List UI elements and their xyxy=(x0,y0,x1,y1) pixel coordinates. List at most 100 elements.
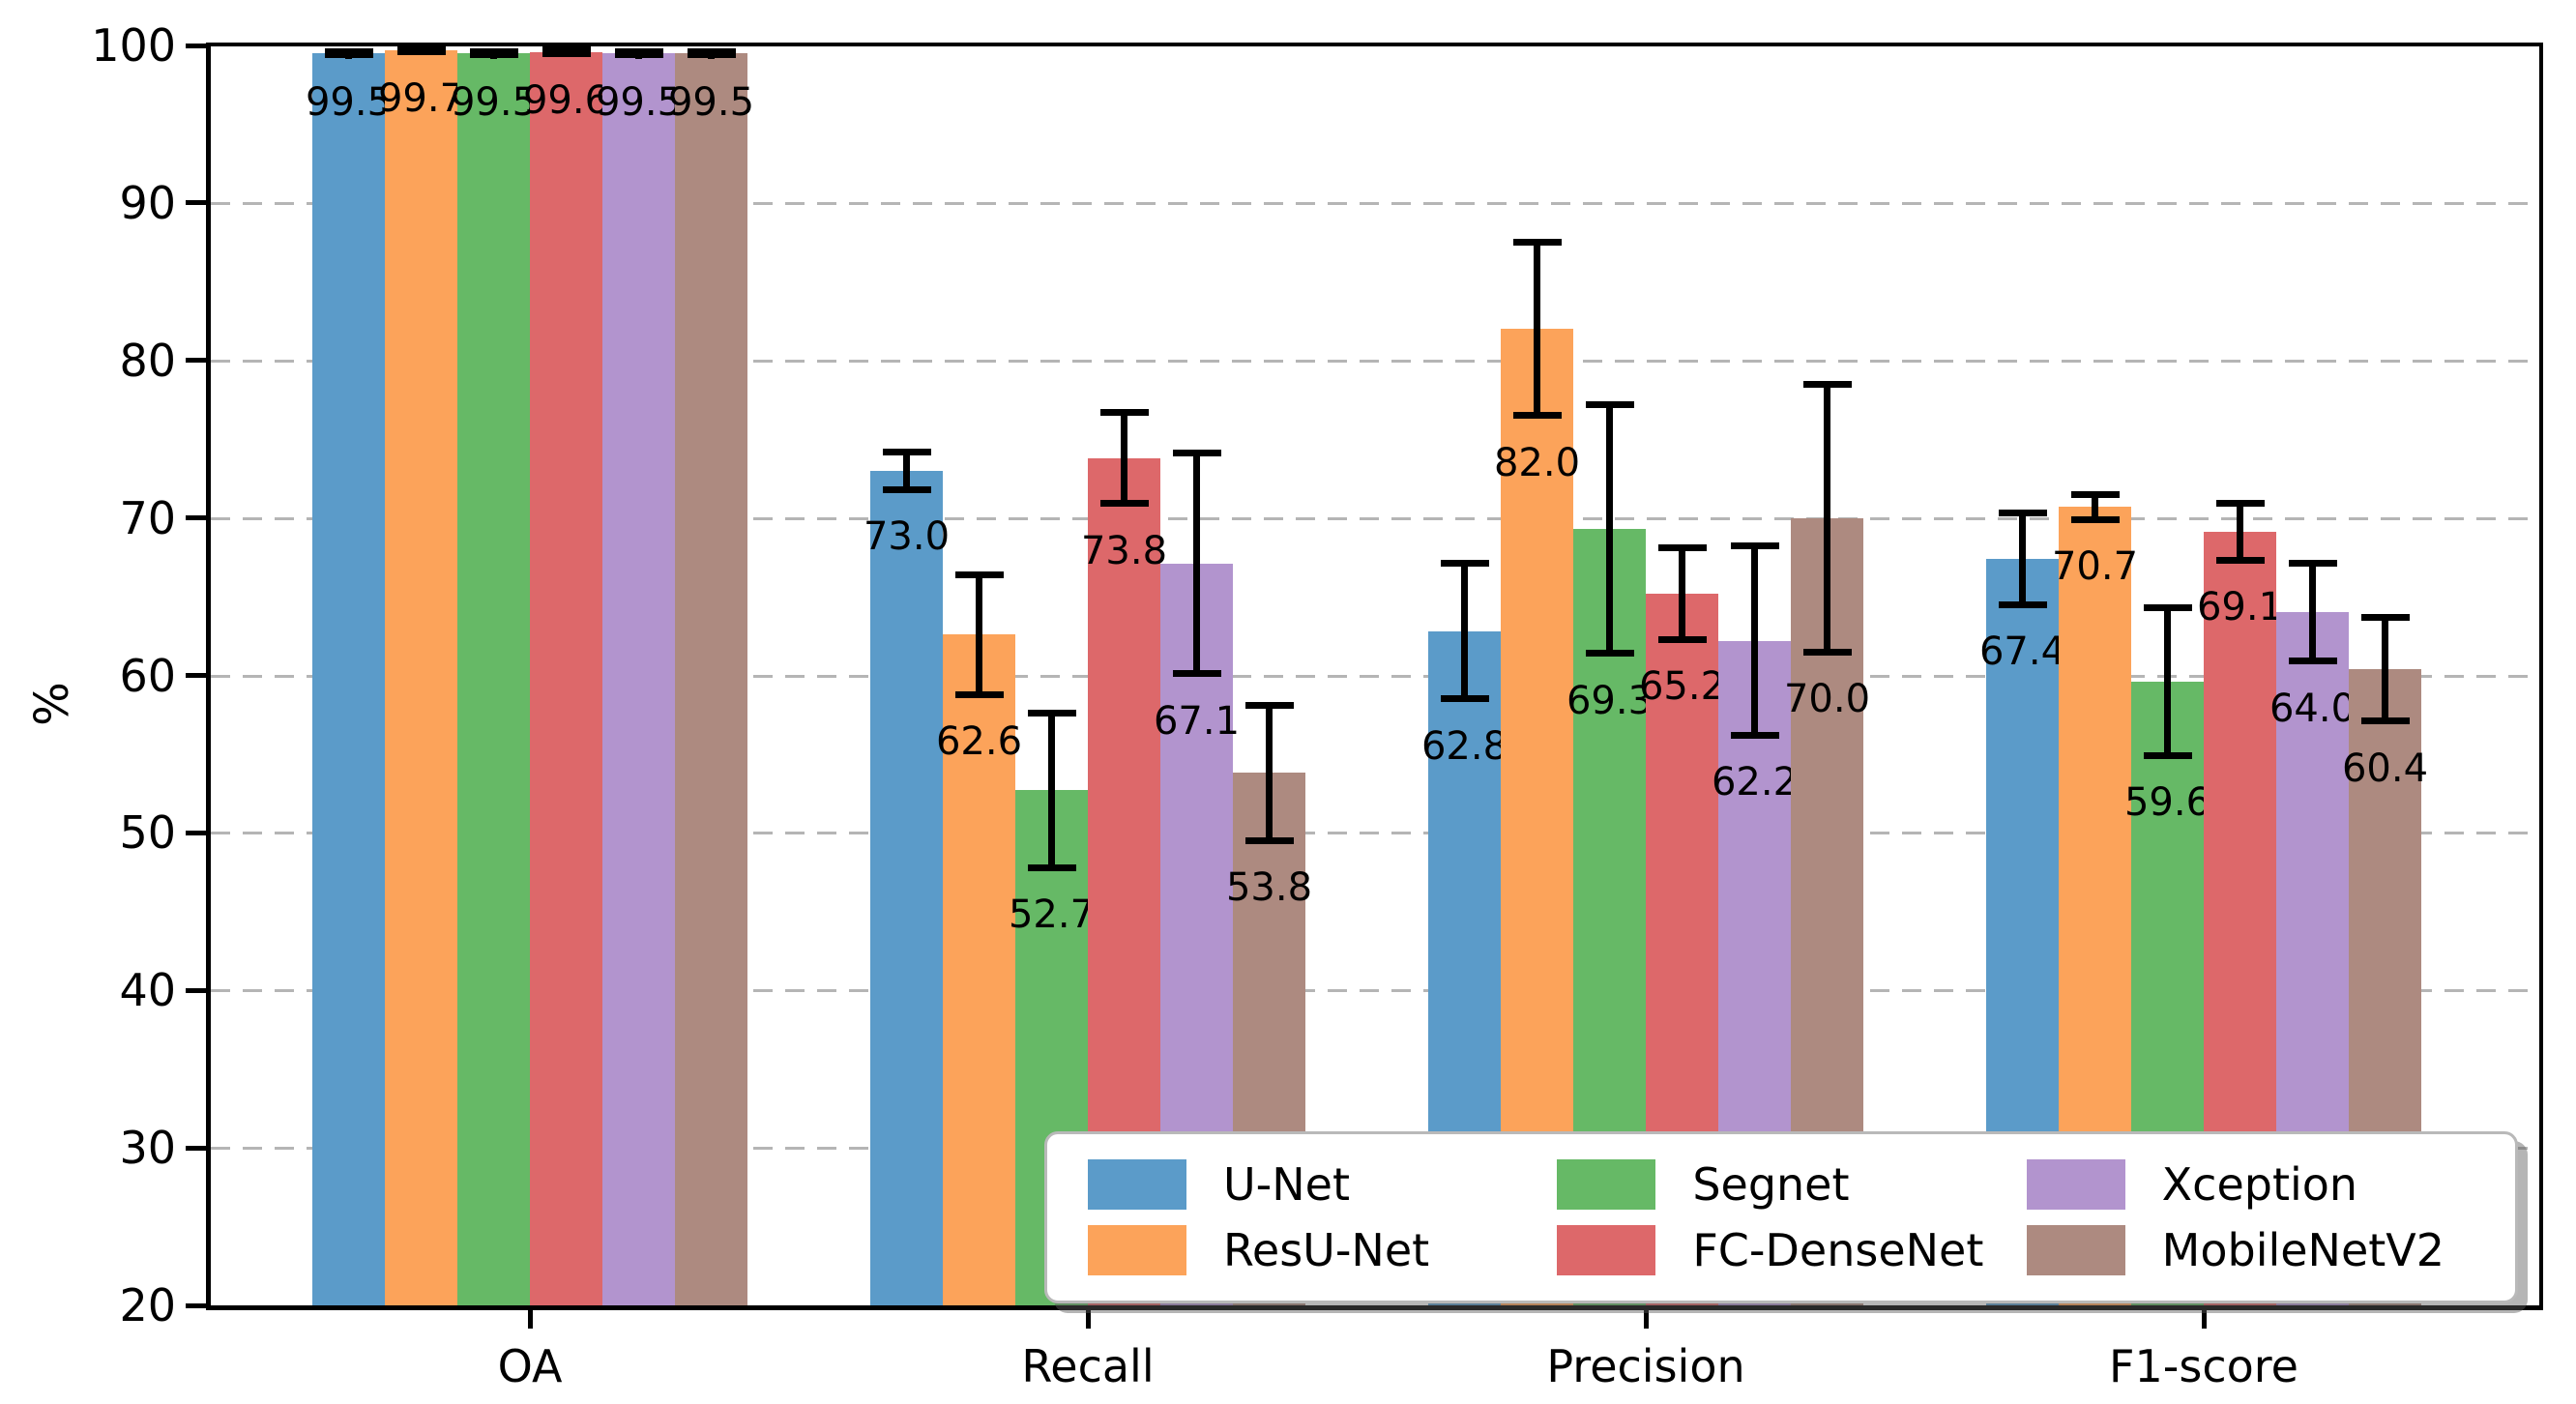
bar-value-label: 70.7 xyxy=(2051,544,2139,590)
y-tick-mark xyxy=(186,515,207,521)
error-bar-stem xyxy=(1679,547,1685,640)
error-bar-stem xyxy=(2092,494,2098,520)
error-bar-stem xyxy=(1461,563,1468,699)
gridline xyxy=(211,359,2539,363)
error-bar-cap-top xyxy=(1802,380,1852,388)
legend-item: ResU-Net xyxy=(1088,1225,1557,1275)
error-bar-cap-bottom xyxy=(1027,863,1076,871)
error-bar-cap-top xyxy=(1172,450,1221,457)
x-tick-mark xyxy=(1643,1310,1649,1329)
bar xyxy=(385,49,457,1305)
error-bar-stem xyxy=(1824,384,1830,653)
y-tick-mark xyxy=(186,358,207,364)
error-bar-cap-bottom xyxy=(469,51,518,59)
error-bar-cap-bottom xyxy=(2143,752,2192,760)
error-bar-cap-bottom xyxy=(2288,658,2337,665)
error-bar-cap-bottom xyxy=(1244,837,1294,845)
legend-swatch xyxy=(2026,1225,2125,1275)
error-bar-cap-top xyxy=(1027,710,1076,717)
bar xyxy=(602,53,675,1305)
error-bar-cap-bottom xyxy=(1512,412,1562,420)
legend-label: Segnet xyxy=(1692,1158,1850,1211)
bar-value-label: 73.0 xyxy=(863,514,951,560)
legend-swatch xyxy=(1557,1225,1656,1275)
y-tick-mark xyxy=(186,987,207,993)
bar-value-label: 99.5 xyxy=(450,79,538,125)
legend-item: FC-DenseNet xyxy=(1557,1225,2026,1275)
bar-value-label: 99.5 xyxy=(595,79,683,125)
x-tick-label: OA xyxy=(497,1340,563,1392)
y-tick-label: 20 xyxy=(119,1279,176,1331)
error-bar-stem xyxy=(2164,607,2171,756)
legend-item: MobileNetV2 xyxy=(2026,1225,2496,1275)
gridline xyxy=(211,201,2539,205)
plot-area: 99.5 73.0 62.8 67.4 99.7 62.6 82.0 70.7 99.5 52.7… xyxy=(211,44,2539,1305)
legend-label: FC-DenseNet xyxy=(1692,1224,1984,1276)
error-bar-cap-top xyxy=(1512,239,1562,247)
bar-value-label: 67.1 xyxy=(1153,698,1241,744)
x-tick-mark xyxy=(1085,1310,1091,1329)
y-tick-label: 40 xyxy=(119,964,176,1017)
bar-value-label: 62.6 xyxy=(935,718,1023,764)
error-bar-stem xyxy=(2237,503,2243,561)
error-bar-cap-bottom xyxy=(2215,557,2265,565)
legend-item: U-Net xyxy=(1088,1159,1557,1210)
error-bar-cap-bottom xyxy=(324,51,373,59)
bar-value-label: 60.4 xyxy=(2341,746,2429,791)
error-bar-stem xyxy=(1534,242,1540,416)
error-bar-cap-top xyxy=(2070,490,2120,498)
bar-value-label: 67.4 xyxy=(1978,629,2066,675)
x-tick-label: F1-score xyxy=(2109,1340,2298,1392)
bar xyxy=(943,634,1015,1305)
bar-value-label: 99.5 xyxy=(305,79,393,125)
x-tick-label: Precision xyxy=(1546,1340,1745,1392)
error-bar-cap-top xyxy=(1998,510,2047,517)
bar-value-label: 99.7 xyxy=(377,76,465,122)
error-bar-cap-bottom xyxy=(954,690,1004,698)
bottom-axis-spine xyxy=(206,1305,2543,1310)
bar-value-label: 99.6 xyxy=(522,78,610,123)
error-bar-cap-top xyxy=(2143,603,2192,611)
gridline xyxy=(211,674,2539,678)
error-bar-cap-bottom xyxy=(687,51,736,59)
bar-value-label: 82.0 xyxy=(1493,440,1581,485)
y-tick-mark xyxy=(186,1302,207,1308)
error-bar-cap-bottom xyxy=(542,49,591,57)
bar-value-label: 69.3 xyxy=(1566,678,1654,723)
bar-value-label: 69.1 xyxy=(2196,585,2284,630)
y-tick-mark xyxy=(186,673,207,678)
error-bar-cap-bottom xyxy=(2360,717,2410,725)
legend: U-Net ResU-Net Segnet FC-DenseNet Xception Mo… xyxy=(1044,1131,2518,1303)
error-bar-cap-bottom xyxy=(882,485,931,493)
bar-value-label: 59.6 xyxy=(2123,780,2211,826)
error-bar-stem xyxy=(1048,713,1055,868)
error-bar-cap-top xyxy=(954,570,1004,578)
error-bar-stem xyxy=(1751,545,1758,736)
error-bar-cap-bottom xyxy=(1440,695,1489,703)
error-bar-cap-top xyxy=(1657,544,1707,552)
bar xyxy=(530,51,602,1305)
error-bar-stem xyxy=(2019,512,2026,605)
error-bar-cap-bottom xyxy=(2070,515,2120,523)
legend-swatch xyxy=(2026,1159,2125,1210)
error-bar-stem xyxy=(1266,705,1273,841)
error-bar-cap-top xyxy=(2215,500,2265,508)
error-bar-stem xyxy=(1193,453,1200,674)
bar-value-label: 52.7 xyxy=(1008,892,1096,938)
error-bar-cap-top xyxy=(2288,560,2337,568)
legend-item: Xception xyxy=(2026,1158,2496,1211)
error-bar-stem xyxy=(1606,404,1613,654)
legend-label: Xception xyxy=(2161,1158,2358,1211)
bar xyxy=(870,470,943,1305)
error-bar-stem xyxy=(2382,617,2388,721)
y-tick-label: 90 xyxy=(119,176,176,229)
error-bar-cap-bottom xyxy=(1099,500,1149,508)
x-tick-mark xyxy=(2201,1310,2207,1329)
y-tick-label: 30 xyxy=(119,1122,176,1175)
legend-swatch xyxy=(1088,1225,1186,1275)
y-tick-label: 60 xyxy=(119,649,176,702)
error-bar-cap-top xyxy=(1440,560,1489,568)
y-tick-label: 50 xyxy=(119,806,176,860)
bar xyxy=(675,53,747,1305)
error-bar-cap-top xyxy=(1099,408,1149,416)
